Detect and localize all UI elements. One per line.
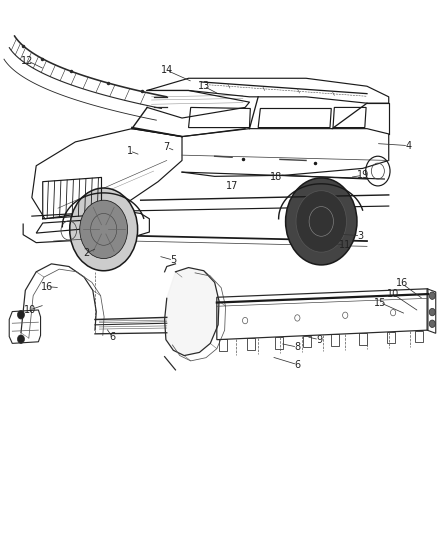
Text: 4: 4 <box>405 141 411 151</box>
Text: 8: 8 <box>294 342 300 352</box>
Text: 13: 13 <box>198 81 210 91</box>
Circle shape <box>18 311 25 319</box>
Text: 9: 9 <box>316 335 322 345</box>
Circle shape <box>429 309 435 316</box>
Text: 16: 16 <box>41 281 53 292</box>
Text: 19: 19 <box>357 171 369 180</box>
Text: 11: 11 <box>339 240 351 251</box>
Circle shape <box>70 188 138 271</box>
Text: 1: 1 <box>127 146 133 156</box>
Text: 3: 3 <box>357 231 364 241</box>
Text: 15: 15 <box>374 297 386 308</box>
Circle shape <box>429 292 435 300</box>
Circle shape <box>80 200 127 259</box>
Text: 5: 5 <box>170 255 177 265</box>
Text: 10: 10 <box>387 289 399 299</box>
Polygon shape <box>165 268 219 356</box>
Circle shape <box>296 191 346 252</box>
Circle shape <box>429 320 435 327</box>
Text: 14: 14 <box>161 66 173 75</box>
Text: 12: 12 <box>21 56 34 66</box>
Circle shape <box>18 335 25 343</box>
Text: 7: 7 <box>164 142 170 152</box>
Text: 6: 6 <box>110 332 116 342</box>
Text: 2: 2 <box>83 248 89 259</box>
Text: 6: 6 <box>294 360 300 369</box>
Text: 16: 16 <box>396 278 408 288</box>
Text: 10: 10 <box>24 305 36 315</box>
Text: 17: 17 <box>226 181 238 191</box>
Circle shape <box>286 178 357 265</box>
Text: 18: 18 <box>269 172 282 182</box>
